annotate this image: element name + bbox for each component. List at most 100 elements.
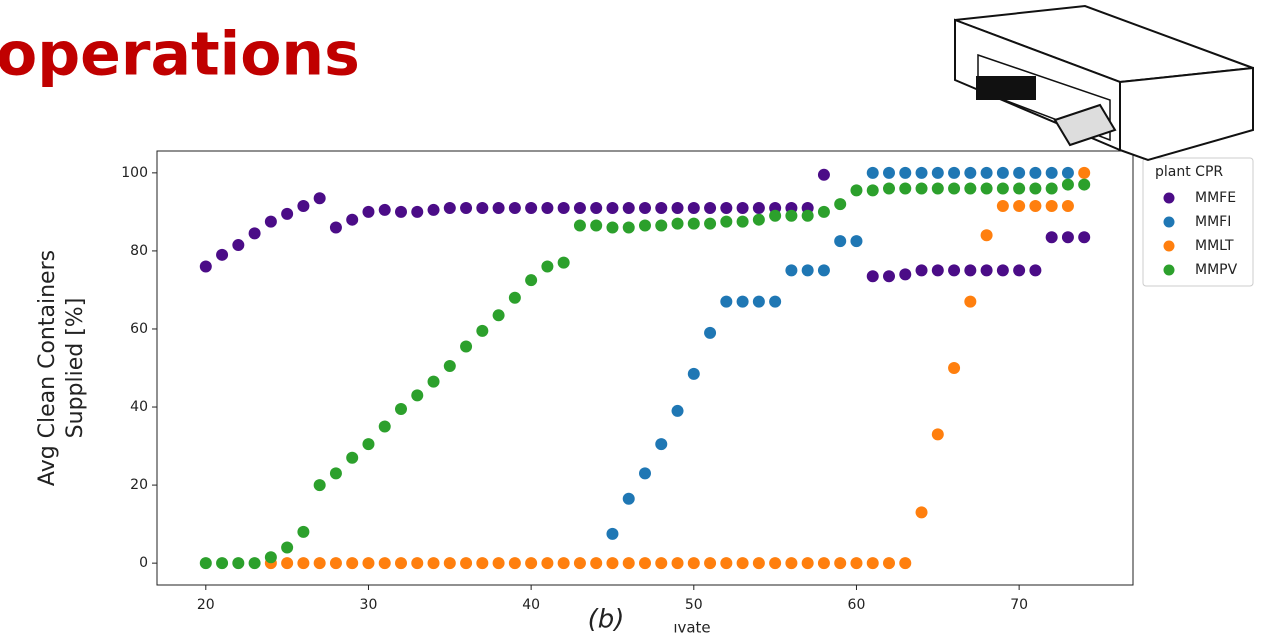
- point: [1045, 182, 1058, 195]
- point: [1029, 182, 1042, 195]
- caption: (b): [588, 605, 625, 635]
- point: [736, 201, 749, 214]
- x-tick-label: 60: [848, 597, 866, 613]
- point: [573, 219, 586, 232]
- point: [1013, 200, 1026, 213]
- point: [622, 492, 635, 505]
- legend-marker: [1163, 216, 1175, 228]
- point: [329, 467, 342, 480]
- point: [557, 201, 570, 214]
- point: [1061, 166, 1074, 179]
- point: [264, 551, 277, 564]
- point: [671, 217, 684, 230]
- point: [769, 209, 782, 222]
- point: [346, 451, 359, 464]
- printer-cart: [1053, 103, 1117, 147]
- point: [980, 182, 993, 195]
- legend-label: MMFI: [1195, 214, 1231, 230]
- point: [606, 557, 619, 570]
- point: [476, 557, 489, 570]
- point: [866, 166, 879, 179]
- point: [687, 201, 700, 214]
- x-tick-label: 50: [685, 597, 703, 613]
- point: [492, 309, 505, 322]
- point: [655, 201, 668, 214]
- legend-marker: [1163, 192, 1175, 204]
- printer-side: [1119, 66, 1254, 162]
- point: [541, 260, 554, 273]
- point: [622, 557, 635, 570]
- point: [817, 264, 830, 277]
- legend-label: MMLT: [1195, 238, 1234, 254]
- point: [606, 221, 619, 234]
- point: [590, 201, 603, 214]
- point: [395, 402, 407, 415]
- point: [964, 182, 977, 195]
- point: [948, 166, 961, 179]
- point: [687, 367, 700, 380]
- point: [736, 557, 749, 570]
- point: [395, 557, 407, 570]
- point: [329, 221, 342, 234]
- y-axis-label: Supplied [%]: [63, 298, 88, 439]
- point: [720, 215, 733, 228]
- legend-label: MMFE: [1195, 190, 1236, 206]
- point: [590, 219, 603, 232]
- point: [313, 479, 326, 492]
- point: [460, 557, 473, 570]
- point: [378, 203, 391, 216]
- point: [883, 166, 895, 179]
- legend-marker: [1163, 240, 1175, 252]
- point: [606, 527, 619, 540]
- point: [346, 213, 359, 226]
- point: [850, 235, 863, 248]
- point: [948, 182, 961, 195]
- point: [834, 235, 847, 248]
- point: [899, 182, 912, 195]
- x-tick-label: 70: [1010, 597, 1028, 613]
- point: [443, 201, 456, 214]
- point: [655, 438, 668, 451]
- point: [297, 557, 310, 570]
- point: [883, 557, 895, 570]
- point: [362, 205, 375, 218]
- point: [525, 201, 538, 214]
- y-axis-label: Avg Clean Containers: [35, 250, 60, 486]
- point: [752, 201, 765, 214]
- point: [1045, 166, 1058, 179]
- point: [834, 557, 847, 570]
- y-tick-label: 80: [130, 243, 148, 259]
- point: [899, 166, 912, 179]
- point: [931, 182, 944, 195]
- y-tick-label: 40: [130, 399, 148, 415]
- point: [508, 201, 521, 214]
- point: [720, 557, 733, 570]
- point: [948, 264, 961, 277]
- point: [866, 557, 879, 570]
- plot-frame: [156, 150, 1134, 586]
- point: [427, 203, 440, 216]
- point: [671, 557, 684, 570]
- point: [1061, 200, 1074, 213]
- y-tick-label: 60: [130, 321, 148, 337]
- point: [980, 229, 993, 242]
- point: [980, 264, 993, 277]
- point: [427, 375, 440, 388]
- point: [1029, 200, 1042, 213]
- point: [1078, 231, 1091, 244]
- point: [720, 295, 733, 308]
- point: [606, 201, 619, 214]
- point: [1029, 264, 1042, 277]
- point: [1013, 182, 1026, 195]
- point: [362, 438, 375, 451]
- printer-block: [976, 76, 1036, 100]
- point: [980, 166, 993, 179]
- point: [329, 557, 342, 570]
- point: [866, 184, 879, 197]
- point: [1078, 178, 1091, 191]
- point: [785, 264, 798, 277]
- point: [525, 274, 538, 287]
- point: [395, 205, 407, 218]
- point: [541, 557, 554, 570]
